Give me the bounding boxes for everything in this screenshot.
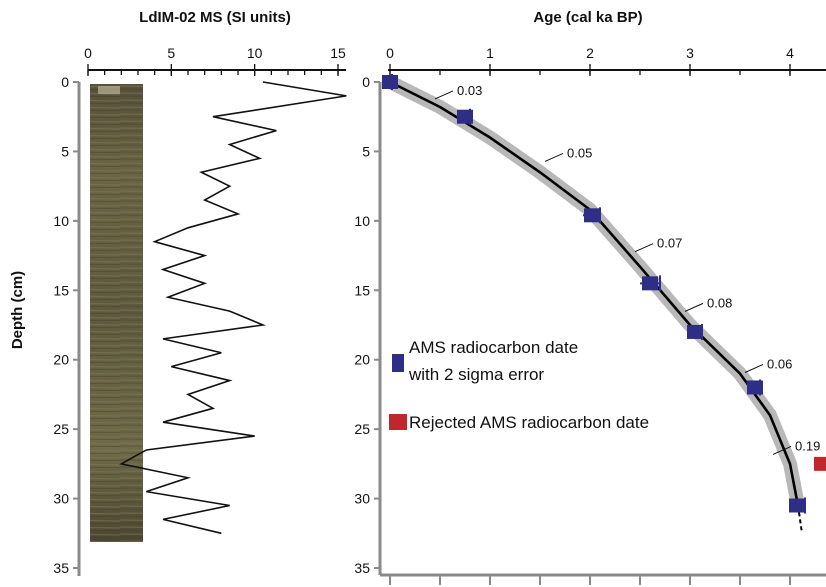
age-model-uncertainty-band [383,75,805,513]
ms-y-tick-label: 30 [53,491,69,507]
rate-leader [744,364,764,373]
legend-label-rejected: Rejected AMS radiocarbon date [409,413,649,432]
age-panel: Age (cal ka BP) 0 1 2 3 4 0 5 10 15 20 25 30 35 0.0… [354,9,826,585]
ms-y-tick-label: 10 [53,213,69,229]
legend-label-ams-line2: with 2 sigma error [408,365,544,384]
ams-date-marker [747,380,763,395]
ms-y-tick-label: 5 [61,143,69,159]
ms-x-tick-label: 0 [84,45,92,61]
depth-axis-label: Depth (cm) [9,271,26,349]
rate-labels: 0.03 0.05 0.07 0.08 0.06 0.19 [434,83,820,455]
ams-date-marker [789,498,805,513]
ams-date-marker [642,276,658,291]
ms-panel: LdIM-02 MS (SI units) Depth (cm) 0 5 10 15 … [9,9,347,576]
rate-leader [544,152,564,162]
age-x-tick-label: 2 [586,45,594,61]
core-photo [90,84,143,542]
legend-marker-ams [392,354,404,372]
age-y-tick-label: 5 [362,143,370,159]
age-model-extension [797,505,803,534]
age-y-tick-label: 20 [354,352,370,368]
age-x-tick-label: 1 [486,45,494,61]
rate-leader [434,90,454,100]
legend-marker-rejected [389,414,407,430]
rate-leader [634,243,654,253]
ams-date-marker [584,208,600,223]
ms-title: LdIM-02 MS (SI units) [139,9,291,26]
ams-date-marker [382,75,398,89]
ms-y-tick-label: 0 [61,74,69,90]
ms-x-tick-label: 10 [247,45,263,61]
age-title: Age (cal ka BP) [533,9,642,26]
legend-label-ams-line1: AMS radiocarbon date [409,338,578,357]
legend: AMS radiocarbon date with 2 sigma error Re… [389,338,649,432]
age-x-tick-label: 3 [686,45,694,61]
age-y-tick-label: 25 [354,421,370,437]
ms-x-tick-label: 15 [330,45,346,61]
rate-label: 0.05 [567,145,592,160]
ms-y-axis: 0 5 10 15 20 25 30 35 [53,74,81,576]
age-model [383,75,805,534]
rate-label: 0.07 [657,236,682,251]
age-y-tick-label: 10 [354,213,370,229]
age-y-tick-label: 0 [362,74,370,90]
rate-label: 0.06 [767,356,792,371]
rate-leader [684,302,704,312]
ams-date-marker [687,324,703,339]
ms-y-tick-label: 35 [53,560,69,576]
age-y-tick-label: 35 [354,560,370,576]
ams-date-marker [457,109,473,124]
age-y-tick-label: 30 [354,491,370,507]
rate-label: 0.03 [457,83,482,98]
age-x-tick-label: 4 [786,45,794,61]
age-points [382,74,826,514]
ms-y-tick-label: 25 [53,421,69,437]
ms-x-axis: 0 5 10 15 [84,45,346,76]
ms-x-tick-label: 5 [167,45,175,61]
age-model-line [389,80,800,506]
rate-leader [772,445,792,455]
age-x-tick-label: 0 [386,45,394,61]
rate-label: 0.19 [795,438,820,453]
age-x-axis: 0 1 2 3 4 [380,45,826,585]
rejected-date-marker [814,456,826,471]
ms-y-tick-label: 15 [53,282,69,298]
age-y-axis: 0 5 10 15 20 25 30 35 [354,74,382,576]
age-y-tick-label: 15 [354,282,370,298]
ms-curve [119,81,347,535]
ms-series [119,81,347,535]
rate-label: 0.08 [707,295,732,310]
ms-y-tick-label: 20 [53,352,69,368]
